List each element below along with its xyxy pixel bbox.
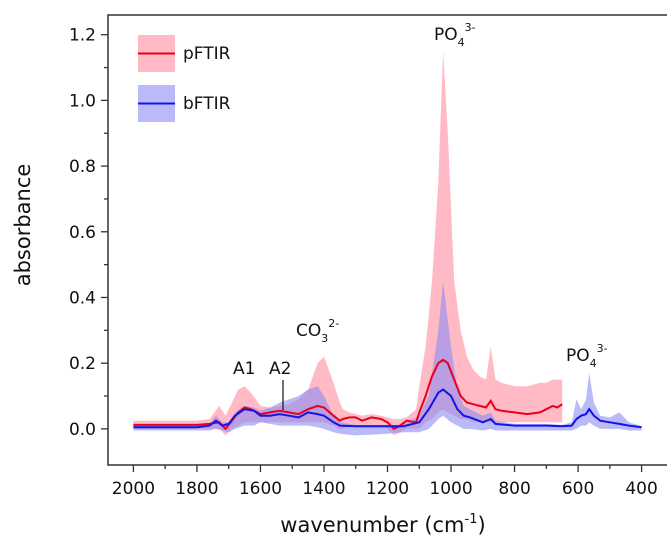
annotation-text: A2 — [269, 359, 291, 379]
annotation-text: PO — [434, 25, 458, 45]
annotation-sub: 4 — [590, 357, 597, 370]
y-tick-label: 0.2 — [69, 354, 96, 374]
plot-area — [133, 51, 642, 436]
y-tick-label: 0.4 — [69, 288, 96, 308]
y-tick-label: 0.8 — [69, 157, 96, 177]
annotation-text: A1 — [233, 359, 255, 379]
annotation-text: PO — [566, 346, 590, 366]
x-tick-label: 1400 — [302, 479, 345, 499]
x-tick-label: 1800 — [175, 479, 218, 499]
x-tick-label: 400 — [625, 479, 657, 499]
line — [133, 388, 642, 429]
y-tick-label: 0.0 — [69, 420, 96, 440]
x-tick-label: 2000 — [112, 479, 155, 499]
x-tick-label: 1200 — [366, 479, 409, 499]
axes-frame — [107, 14, 667, 466]
band — [133, 281, 642, 436]
annotation-sub: 3 — [321, 332, 328, 345]
annotation: CO32- — [296, 317, 339, 345]
x-axis-label-sup: -1 — [465, 512, 478, 527]
annotation: A1 — [233, 359, 255, 379]
x-axis-label-text: ) — [478, 513, 486, 537]
legend-label: bFTIR — [183, 94, 231, 114]
annotation-sup: 2- — [328, 317, 339, 330]
x-axis-label: wavenumber (cm-1) — [280, 512, 485, 537]
x-tick-label: 800 — [498, 479, 530, 499]
legend-label: pFTIR — [183, 44, 231, 64]
annotation-text: CO — [296, 321, 321, 341]
y-axis-label: absorbance — [11, 164, 35, 287]
annotation: A2 — [269, 359, 291, 379]
line — [133, 358, 563, 431]
y-tick-label: 1.0 — [69, 91, 96, 111]
annotation-sup: 3- — [465, 21, 476, 34]
x-axis-label-text: wavenumber (cm — [280, 513, 464, 537]
y-tick-label: 0.6 — [69, 223, 96, 243]
y-tick-label: 1.2 — [69, 26, 96, 46]
band — [133, 51, 563, 436]
x-tick-label: 600 — [562, 479, 594, 499]
annotation: PO43- — [434, 21, 476, 49]
annotation: PO43- — [566, 342, 608, 370]
x-tick-label: 1600 — [239, 479, 282, 499]
x-tick-label: 1000 — [429, 479, 472, 499]
annotation-sub: 4 — [458, 36, 465, 49]
annotation-sup: 3- — [597, 342, 608, 355]
